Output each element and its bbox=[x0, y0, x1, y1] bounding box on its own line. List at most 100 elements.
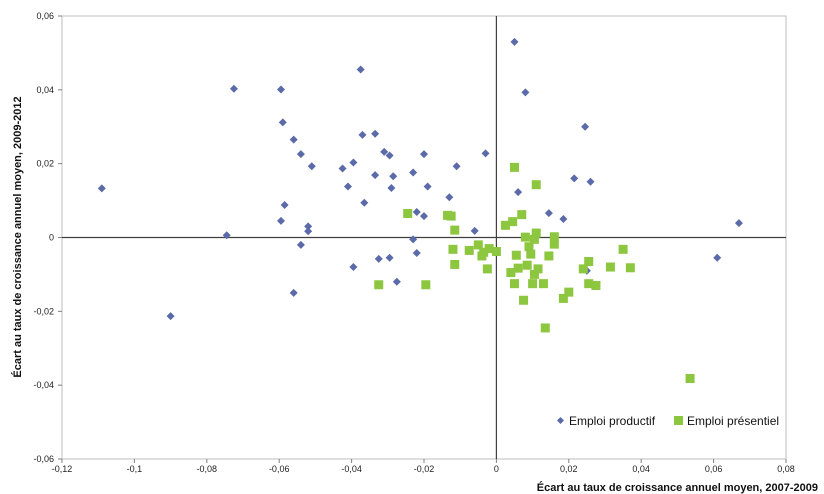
x-tick-label: 0,08 bbox=[777, 464, 795, 474]
point-presentiel bbox=[508, 217, 518, 227]
point-productif bbox=[392, 277, 401, 286]
point-presentiel bbox=[549, 232, 559, 242]
point-presentiel bbox=[605, 262, 615, 272]
legend: Emploi productif Emploi présentiel bbox=[557, 414, 779, 428]
point-productif bbox=[581, 122, 590, 131]
x-tick-label: -0,1 bbox=[127, 464, 143, 474]
point-productif bbox=[481, 149, 490, 158]
point-productif bbox=[385, 253, 394, 262]
point-presentiel bbox=[448, 244, 458, 254]
point-presentiel bbox=[540, 323, 550, 333]
legend-marker-productif bbox=[557, 417, 564, 424]
x-axis-title: Écart au taux de croissance annuel moyen… bbox=[537, 481, 818, 494]
point-productif bbox=[412, 249, 421, 258]
point-productif bbox=[166, 312, 175, 321]
legend-label-productif: Emploi productif bbox=[569, 414, 656, 428]
point-presentiel bbox=[450, 259, 460, 269]
x-tick-label: -0,12 bbox=[52, 464, 73, 474]
point-presentiel bbox=[529, 269, 539, 279]
data-points bbox=[97, 37, 743, 384]
point-presentiel bbox=[491, 247, 501, 257]
point-presentiel bbox=[500, 220, 510, 230]
y-tick-label: 0,04 bbox=[36, 85, 54, 95]
point-productif bbox=[514, 188, 523, 197]
point-presentiel bbox=[685, 374, 695, 384]
point-productif bbox=[229, 84, 238, 93]
point-presentiel bbox=[558, 293, 568, 303]
point-productif bbox=[356, 65, 365, 74]
point-productif bbox=[570, 174, 579, 183]
point-productif bbox=[338, 164, 347, 173]
point-productif bbox=[420, 150, 428, 159]
y-tick-label: -0,02 bbox=[33, 306, 54, 316]
axes bbox=[62, 16, 786, 459]
point-presentiel bbox=[533, 264, 543, 274]
point-productif bbox=[349, 158, 358, 167]
point-productif bbox=[371, 171, 380, 180]
point-productif bbox=[586, 177, 595, 186]
y-axis-title: Écart au taux de croissance annuel moyen… bbox=[11, 96, 24, 377]
point-productif bbox=[307, 162, 316, 171]
point-productif bbox=[385, 151, 394, 160]
x-tick-label: 0,06 bbox=[705, 464, 723, 474]
y-tick-label: -0,04 bbox=[33, 380, 54, 390]
legend-marker-presentiel bbox=[674, 416, 683, 425]
series-emploi-productif bbox=[97, 37, 743, 321]
tick-labels: -0,12 -0,1 -0,08 -0,06 -0,04 -0,02 0 0,02 0,04 0,… bbox=[33, 11, 794, 474]
point-presentiel bbox=[511, 250, 521, 260]
point-productif bbox=[510, 37, 519, 46]
x-tick-label: 0,04 bbox=[632, 464, 650, 474]
point-productif bbox=[278, 118, 287, 127]
point-productif bbox=[380, 147, 389, 156]
point-presentiel bbox=[591, 280, 601, 290]
point-presentiel bbox=[538, 279, 548, 289]
point-presentiel bbox=[584, 279, 594, 289]
x-tick-label: 0,02 bbox=[560, 464, 578, 474]
x-tick-label: 0 bbox=[494, 464, 499, 474]
legend-label-presentiel: Emploi présentiel bbox=[687, 414, 779, 428]
point-productif bbox=[409, 235, 418, 244]
point-presentiel bbox=[482, 264, 492, 274]
point-productif bbox=[713, 253, 722, 262]
point-presentiel bbox=[517, 210, 527, 220]
point-presentiel bbox=[506, 268, 516, 278]
point-presentiel bbox=[421, 280, 431, 290]
point-productif bbox=[343, 182, 352, 191]
point-presentiel bbox=[549, 239, 559, 249]
x-tick-label: -0,04 bbox=[341, 464, 362, 474]
point-presentiel bbox=[529, 234, 539, 244]
y-tick-label: 0,06 bbox=[36, 11, 54, 21]
point-presentiel bbox=[450, 225, 460, 235]
point-presentiel bbox=[531, 228, 541, 238]
point-presentiel bbox=[578, 264, 588, 274]
point-productif bbox=[470, 226, 479, 235]
point-productif bbox=[349, 263, 358, 272]
point-productif bbox=[445, 193, 454, 202]
point-presentiel bbox=[510, 279, 519, 289]
point-presentiel bbox=[625, 263, 635, 273]
point-productif bbox=[374, 254, 383, 263]
point-productif bbox=[289, 135, 298, 144]
point-productif bbox=[420, 212, 428, 221]
point-presentiel bbox=[584, 256, 594, 266]
point-presentiel bbox=[531, 180, 541, 190]
point-productif bbox=[304, 222, 313, 231]
point-productif bbox=[304, 227, 313, 236]
point-presentiel bbox=[564, 287, 574, 297]
point-productif bbox=[521, 88, 530, 97]
point-presentiel bbox=[464, 245, 474, 255]
point-productif bbox=[559, 215, 568, 224]
point-productif bbox=[452, 162, 461, 171]
point-productif bbox=[277, 85, 286, 94]
point-presentiel bbox=[520, 232, 530, 242]
point-presentiel bbox=[524, 242, 534, 252]
series-emploi-presentiel bbox=[374, 162, 695, 384]
point-productif bbox=[371, 129, 380, 138]
y-tick-label: 0 bbox=[49, 233, 54, 243]
point-presentiel bbox=[477, 251, 487, 261]
point-presentiel bbox=[618, 244, 628, 254]
point-productif bbox=[412, 208, 421, 217]
point-presentiel bbox=[528, 279, 538, 289]
point-presentiel bbox=[374, 280, 384, 290]
